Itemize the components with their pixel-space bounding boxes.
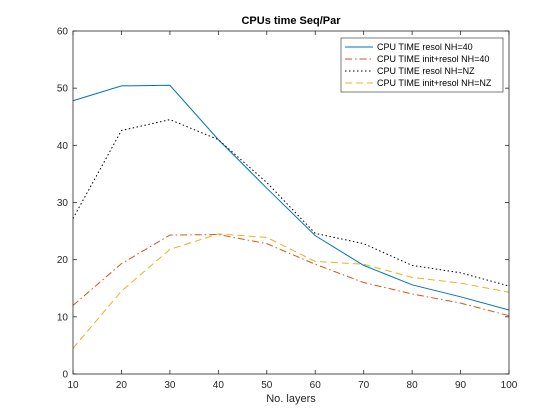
y-axis: 0 10 20 30 40 50 60 <box>57 27 509 381</box>
y-tick-label: 30 <box>57 198 69 209</box>
x-axis: 10 20 30 40 50 60 70 80 90 100 <box>67 31 518 391</box>
x-tick-label: 10 <box>67 380 79 391</box>
series-line-3 <box>72 119 510 287</box>
y-tick-label: 60 <box>57 27 69 38</box>
x-tick-label: 60 <box>310 380 322 391</box>
x-tick-label: 80 <box>407 380 419 391</box>
legend-label-3: CPU TIME resol NH=NZ <box>377 66 475 76</box>
y-tick-label: 40 <box>57 141 69 152</box>
x-tick-label: 20 <box>116 380 128 391</box>
legend-label-1: CPU TIME resol NH=40 <box>377 42 473 52</box>
y-tick-label: 0 <box>62 370 68 381</box>
x-tick-label: 50 <box>261 380 273 391</box>
series-line-4 <box>72 233 510 349</box>
series-layer <box>72 84 510 349</box>
y-tick-label: 20 <box>57 255 69 266</box>
x-axis-label: No. layers <box>266 393 316 405</box>
x-tick-label: 100 <box>501 380 518 391</box>
series-line-2 <box>72 234 510 317</box>
chart-title: CPUs time Seq/Par <box>241 15 341 27</box>
y-tick-label: 50 <box>57 84 69 95</box>
x-tick-label: 30 <box>164 380 176 391</box>
legend-label-2: CPU TIME init+resol NH=40 <box>377 54 489 64</box>
series-line-1 <box>72 84 510 311</box>
y-tick-label: 10 <box>57 312 69 323</box>
legend: CPU TIME resol NH=40 CPU TIME init+resol … <box>340 37 504 93</box>
x-tick-label: 40 <box>213 380 225 391</box>
x-tick-label: 90 <box>455 380 467 391</box>
legend-label-4: CPU TIME init+resol NH=NZ <box>377 78 492 88</box>
x-tick-label: 70 <box>358 380 370 391</box>
